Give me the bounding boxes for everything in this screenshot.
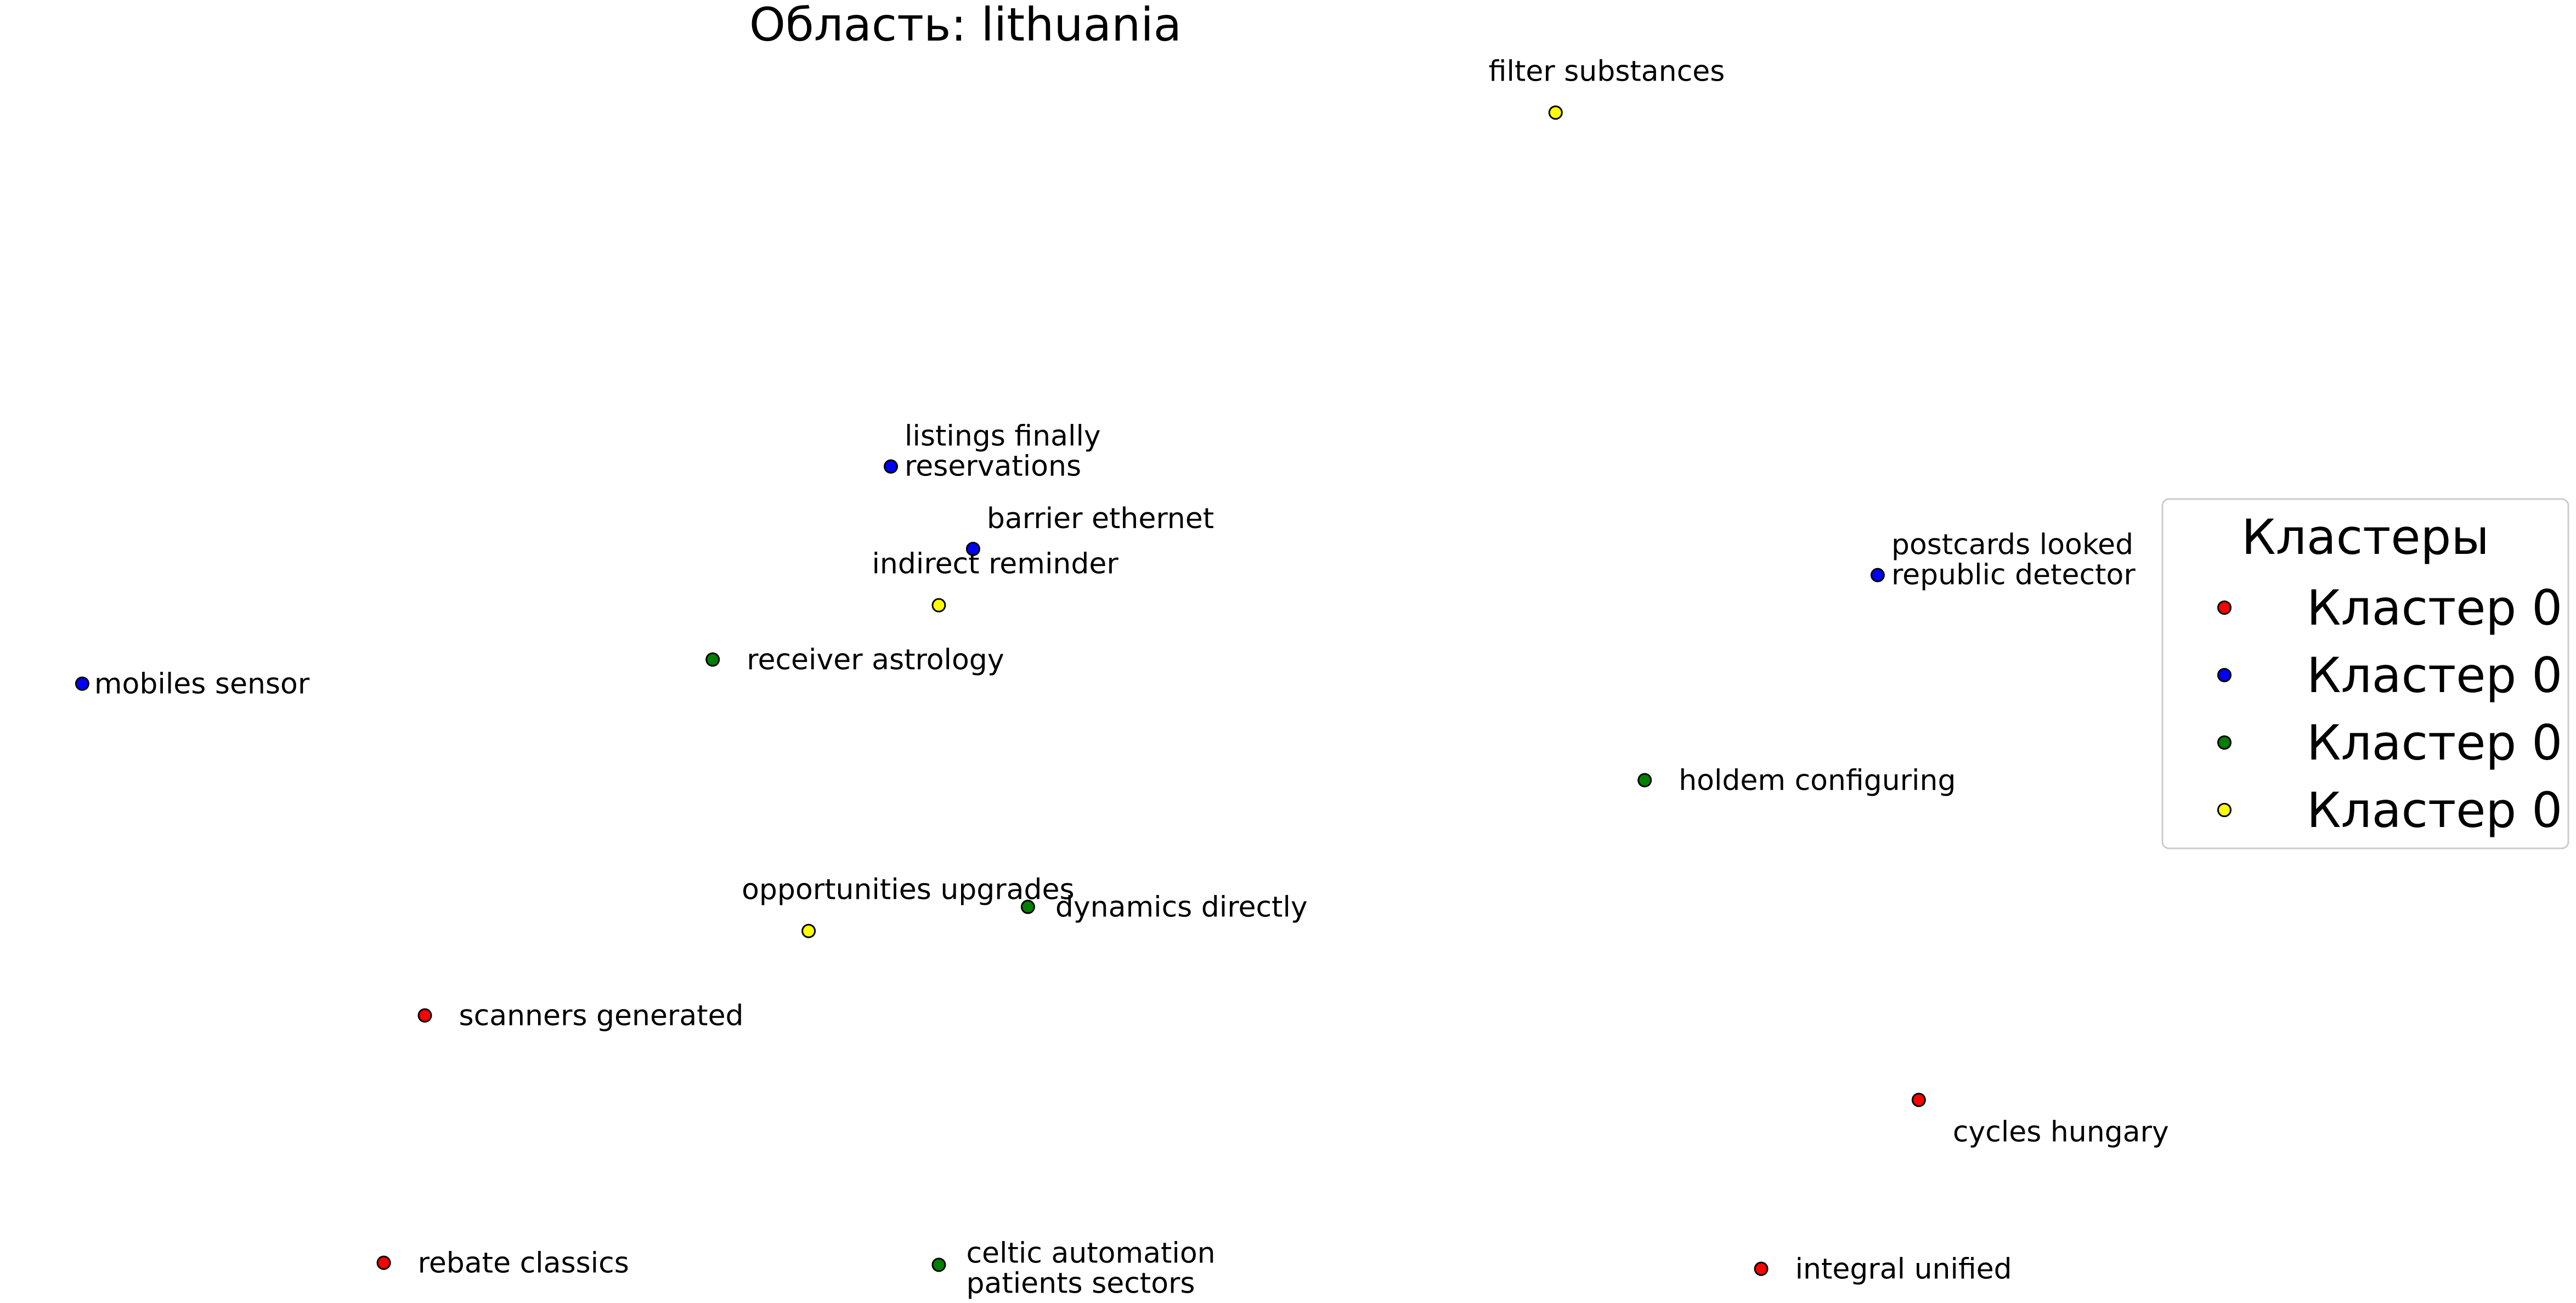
point-label-line: mobiles sensor — [94, 668, 310, 701]
legend-label: Кластер 0 — [2307, 580, 2562, 636]
point-marker — [417, 1008, 432, 1023]
point-label-line: reservations — [905, 450, 1081, 483]
point-label-line: receiver astrology — [747, 644, 1004, 677]
legend-entries: Кластер 0 Кластер 0 Кластер 0 Кластер 0 — [2217, 580, 2562, 839]
point-label: indirect reminder — [872, 548, 1118, 581]
legend-label: Кластер 0 — [2307, 715, 2562, 771]
legend-marker — [2217, 668, 2232, 682]
data-point: dynamics directly — [1020, 891, 1308, 924]
data-point: mobiles sensor — [75, 668, 310, 701]
point-label-line: celtic automation — [966, 1237, 1215, 1270]
point-label-line: cycles hungary — [1953, 1116, 2169, 1149]
data-point: indirect reminder — [872, 548, 1118, 613]
point-label: holdem configuring — [1679, 764, 1956, 797]
data-point: holdem configuring — [1637, 764, 1956, 797]
point-marker — [75, 676, 89, 691]
point-label: receiver astrology — [747, 644, 1004, 677]
point-label-line: rebate classics — [418, 1247, 629, 1280]
legend-frame — [2161, 498, 2569, 849]
point-marker — [1754, 1261, 1769, 1276]
point-label: celtic automation patients sectors — [966, 1237, 1215, 1300]
data-point: receiver astrology — [705, 644, 1004, 677]
legend-marker — [2217, 803, 2232, 817]
data-point: cycles hungary — [1911, 1092, 2169, 1149]
point-label-line: holdem configuring — [1679, 764, 1956, 797]
point-label-line: patients sectors — [966, 1267, 1195, 1300]
point-label-line: dynamics directly — [1055, 891, 1308, 924]
point-marker — [1548, 105, 1563, 120]
legend-label: Кластер 0 — [2307, 782, 2562, 839]
points-layer: filter substances listings finally reserva… — [75, 55, 2169, 1300]
legend-entry: Кластер 0 — [2217, 715, 2562, 771]
point-marker — [931, 598, 946, 613]
legend-title: Кластеры — [2241, 509, 2489, 565]
point-label-line: opportunities upgrades — [742, 874, 1075, 907]
point-label-line: republic detector — [1891, 559, 2136, 592]
data-point: filter substances — [1489, 55, 1725, 120]
data-point: listings finally reservations — [884, 420, 1101, 483]
point-label-line: barrier ethernet — [987, 502, 1214, 535]
point-label-line: listings finally — [905, 420, 1101, 453]
point-label: mobiles sensor — [94, 668, 310, 701]
point-label-line: filter substances — [1489, 55, 1725, 88]
data-point: barrier ethernet — [965, 502, 1214, 556]
point-marker — [965, 542, 980, 556]
data-point: postcards looked republic detector — [1870, 529, 2136, 592]
point-label: filter substances — [1489, 55, 1725, 88]
data-point: scanners generated — [417, 1000, 744, 1033]
point-label: listings finally reservations — [905, 420, 1101, 483]
point-marker — [1020, 899, 1035, 914]
point-label: dynamics directly — [1055, 891, 1308, 924]
point-label: scanners generated — [459, 1000, 744, 1033]
legend-marker — [2217, 735, 2232, 750]
point-marker — [1911, 1092, 1926, 1107]
point-marker — [931, 1257, 946, 1272]
point-label-line: postcards looked — [1891, 529, 2133, 562]
point-label: postcards looked republic detector — [1891, 529, 2136, 592]
point-label-line: indirect reminder — [872, 548, 1118, 581]
point-label: opportunities upgrades — [742, 874, 1075, 907]
legend-entry: Кластер 0 — [2217, 647, 2562, 704]
data-point: rebate classics — [376, 1247, 629, 1280]
data-point: integral unified — [1754, 1253, 2012, 1286]
point-marker — [1870, 568, 1885, 582]
point-label-line: integral unified — [1795, 1253, 2012, 1286]
point-marker — [376, 1255, 391, 1270]
legend-marker — [2217, 600, 2232, 615]
point-marker — [705, 652, 720, 667]
data-point: celtic automation patients sectors — [931, 1237, 1216, 1300]
chart-title: Область: lithuania — [749, 0, 1182, 52]
point-marker — [1637, 773, 1652, 788]
point-marker — [884, 459, 899, 474]
legend-entry: Кластер 0 — [2217, 580, 2562, 636]
point-label-line: scanners generated — [459, 1000, 744, 1033]
point-label: cycles hungary — [1953, 1116, 2169, 1149]
legend-entry: Кластер 0 — [2217, 782, 2562, 839]
point-label: integral unified — [1795, 1253, 2012, 1286]
legend-label: Кластер 0 — [2307, 647, 2562, 704]
point-marker — [801, 924, 816, 938]
data-point: opportunities upgrades — [742, 874, 1075, 938]
point-label: rebate classics — [418, 1247, 629, 1280]
point-label: barrier ethernet — [987, 502, 1214, 535]
